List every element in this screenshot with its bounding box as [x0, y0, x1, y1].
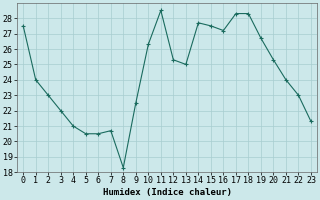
- X-axis label: Humidex (Indice chaleur): Humidex (Indice chaleur): [103, 188, 232, 197]
